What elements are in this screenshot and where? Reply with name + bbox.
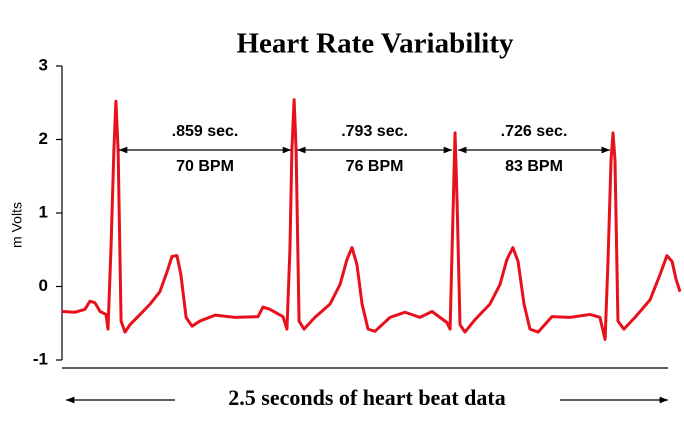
y-axis-label: m Volts [9,202,25,248]
y-tick-label: 0 [39,276,48,295]
interval-label: .793 sec. [341,123,408,140]
interval-label: .859 sec. [172,123,239,140]
y-tick-label: 2 [39,129,48,148]
interval-label: .726 sec. [501,123,568,140]
bpm-label: 76 BPM [346,158,404,175]
bpm-label: 70 BPM [176,158,234,175]
x-axis-label: 2.5 seconds of heart beat data [228,385,505,410]
bpm-label: 83 BPM [505,158,563,175]
y-tick-label: 3 [39,55,48,74]
ecg-line [61,98,682,341]
y-tick-label: -1 [33,349,48,368]
y-tick-label: 1 [39,202,48,221]
chart-title: Heart Rate Variability [236,28,514,60]
